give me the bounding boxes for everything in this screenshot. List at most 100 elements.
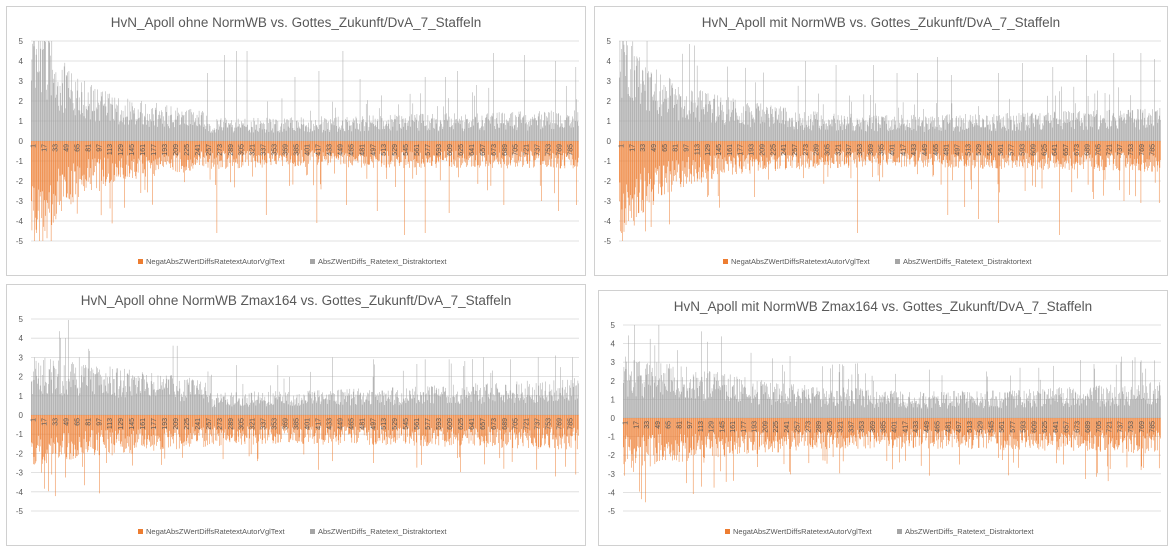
bar [331, 393, 333, 415]
bar [55, 415, 57, 454]
bar [329, 415, 331, 438]
x-tick-label: 481 [359, 144, 366, 156]
bar [398, 405, 400, 415]
bar [344, 415, 345, 442]
bar [489, 120, 490, 141]
bar [793, 141, 795, 155]
bar [420, 141, 421, 153]
bar [955, 141, 957, 157]
bar [297, 127, 298, 141]
bar [529, 395, 531, 415]
bar [944, 118, 945, 141]
bar [239, 415, 241, 433]
bar [1117, 129, 1119, 141]
bar [409, 390, 410, 415]
bar [803, 112, 805, 141]
bar [764, 122, 766, 141]
bar [484, 415, 485, 465]
bar [1152, 126, 1154, 141]
bar [1138, 119, 1140, 141]
bar [567, 141, 568, 154]
bar [1051, 141, 1053, 155]
bar [495, 129, 496, 141]
bar [194, 415, 196, 432]
bar [61, 105, 62, 141]
bar [433, 141, 434, 156]
bar [284, 415, 285, 434]
bar [44, 141, 46, 231]
bar [1055, 118, 1057, 141]
bar [795, 141, 797, 157]
bar [247, 124, 248, 141]
bar [253, 415, 255, 437]
bar [148, 415, 149, 436]
bar [279, 141, 281, 156]
bar [1029, 128, 1031, 141]
bar [481, 403, 482, 415]
bar [128, 415, 129, 447]
bar [131, 119, 132, 141]
bar [715, 141, 717, 156]
bar [923, 108, 924, 141]
bar [1098, 129, 1100, 141]
bar [307, 415, 308, 435]
bar [1033, 118, 1035, 141]
bar [268, 401, 270, 415]
bar [233, 130, 235, 141]
bar [335, 415, 336, 438]
bar [801, 125, 803, 141]
bar [674, 104, 676, 141]
bar [510, 141, 511, 166]
bar [418, 130, 420, 141]
bar [251, 393, 253, 415]
bar [1081, 141, 1082, 158]
bar [219, 415, 220, 446]
bar [576, 385, 577, 415]
bar [431, 415, 433, 444]
bar [700, 141, 701, 158]
bar [178, 415, 179, 435]
bar [359, 415, 361, 432]
x-tick-label: 49 [63, 418, 70, 426]
bar [1152, 141, 1153, 172]
bar [428, 390, 429, 415]
bar [123, 141, 124, 179]
bar [852, 141, 853, 153]
bar [1110, 126, 1111, 141]
bar [487, 113, 488, 141]
bar [411, 114, 412, 141]
bar [152, 383, 153, 415]
bar [357, 415, 359, 430]
bar [246, 415, 247, 438]
bar [960, 126, 961, 141]
bar [1012, 129, 1014, 141]
bar [447, 415, 448, 433]
bar [1025, 130, 1026, 141]
bar [146, 415, 147, 449]
bar [502, 395, 504, 415]
bar [1018, 113, 1020, 141]
bar [276, 415, 278, 443]
bar [298, 141, 300, 162]
bar [162, 123, 164, 141]
bar [455, 395, 457, 415]
bar [887, 141, 888, 165]
bar [509, 397, 510, 415]
bar [1140, 109, 1141, 141]
bar [439, 415, 440, 431]
bar [74, 373, 75, 415]
bar [1022, 141, 1023, 167]
bar [876, 115, 877, 141]
bar [419, 401, 420, 415]
bar [320, 401, 322, 415]
bar [170, 415, 171, 447]
bar [955, 117, 957, 141]
bar [878, 141, 879, 164]
bar [752, 118, 753, 141]
bar [515, 415, 517, 435]
bar [757, 141, 758, 161]
bar [181, 415, 183, 443]
bar [854, 141, 856, 152]
bar [147, 383, 148, 415]
bar [739, 123, 741, 141]
